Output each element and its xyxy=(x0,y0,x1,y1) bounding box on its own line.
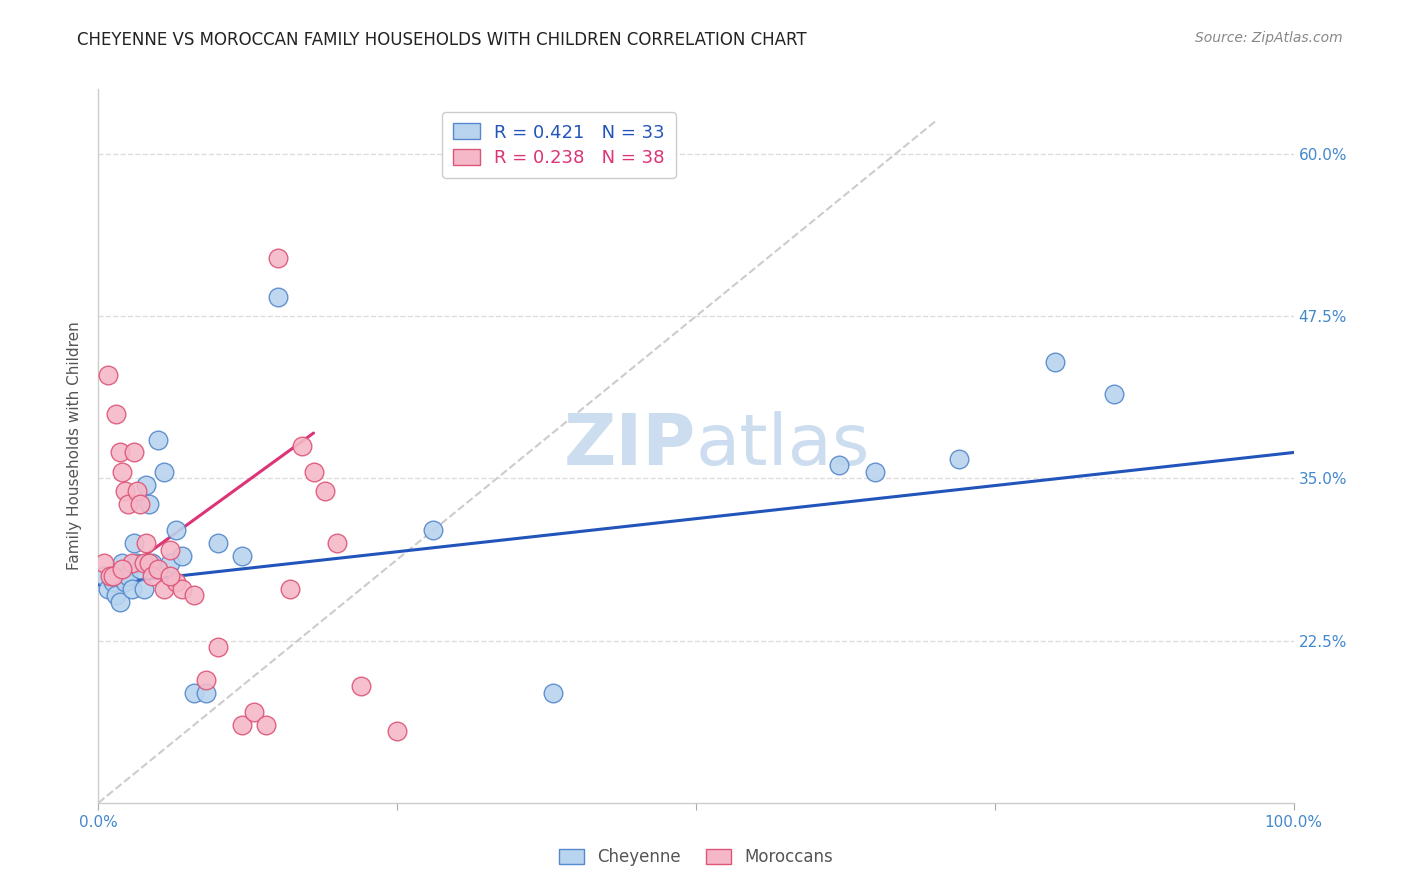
Point xyxy=(111,465,134,479)
Point xyxy=(159,542,181,557)
Point xyxy=(195,673,218,687)
Point xyxy=(159,568,181,582)
Point xyxy=(105,407,128,421)
Point xyxy=(267,251,290,265)
Point xyxy=(422,524,444,538)
Text: CHEYENNE VS MOROCCAN FAMILY HOUSEHOLDS WITH CHILDREN CORRELATION CHART: CHEYENNE VS MOROCCAN FAMILY HOUSEHOLDS W… xyxy=(77,31,807,49)
Point xyxy=(132,556,155,570)
Point xyxy=(231,718,253,732)
Point xyxy=(111,562,134,576)
Point xyxy=(138,556,160,570)
Point xyxy=(141,568,163,582)
Point xyxy=(541,685,564,699)
Point xyxy=(135,536,157,550)
Point xyxy=(138,497,160,511)
Point xyxy=(267,290,290,304)
Point xyxy=(114,484,136,499)
Point xyxy=(129,497,152,511)
Point xyxy=(183,588,205,602)
Y-axis label: Family Households with Children: Family Households with Children xyxy=(67,322,83,570)
Point xyxy=(121,582,143,596)
Point xyxy=(111,556,134,570)
Legend: Cheyenne, Moroccans: Cheyenne, Moroccans xyxy=(553,842,839,873)
Point xyxy=(153,465,176,479)
Point xyxy=(148,562,170,576)
Point xyxy=(207,640,229,654)
Point xyxy=(132,582,155,596)
Point xyxy=(254,718,277,732)
Point xyxy=(135,478,157,492)
Point xyxy=(125,556,148,570)
Point xyxy=(101,568,124,582)
Point xyxy=(828,458,851,473)
Point xyxy=(278,582,301,596)
Text: atlas: atlas xyxy=(696,411,870,481)
Point xyxy=(121,556,143,570)
Point xyxy=(315,484,337,499)
Point xyxy=(117,568,139,582)
Point xyxy=(159,556,181,570)
Point xyxy=(125,484,148,499)
Point xyxy=(291,439,314,453)
Point xyxy=(148,433,170,447)
Point xyxy=(124,536,146,550)
Point xyxy=(865,465,887,479)
Point xyxy=(165,524,187,538)
Text: ZIP: ZIP xyxy=(564,411,696,481)
Point xyxy=(93,556,115,570)
Point xyxy=(350,679,373,693)
Point xyxy=(1104,387,1126,401)
Point xyxy=(105,588,128,602)
Point xyxy=(302,465,325,479)
Point xyxy=(948,452,970,467)
Point xyxy=(183,685,205,699)
Point xyxy=(98,568,122,582)
Point xyxy=(117,497,139,511)
Point xyxy=(129,562,152,576)
Point xyxy=(97,368,120,382)
Point xyxy=(231,549,253,564)
Point xyxy=(101,575,124,590)
Point xyxy=(165,575,187,590)
Point xyxy=(108,445,131,459)
Point xyxy=(243,705,266,719)
Point xyxy=(114,575,136,590)
Point xyxy=(385,724,409,739)
Point xyxy=(141,556,163,570)
Point xyxy=(97,582,120,596)
Point xyxy=(207,536,229,550)
Point xyxy=(153,582,176,596)
Point xyxy=(124,445,146,459)
Point xyxy=(195,685,218,699)
Point xyxy=(108,595,131,609)
Point xyxy=(172,549,194,564)
Point xyxy=(93,568,115,582)
Point xyxy=(1043,354,1066,368)
Point xyxy=(326,536,349,550)
Text: Source: ZipAtlas.com: Source: ZipAtlas.com xyxy=(1195,31,1343,45)
Point xyxy=(172,582,194,596)
